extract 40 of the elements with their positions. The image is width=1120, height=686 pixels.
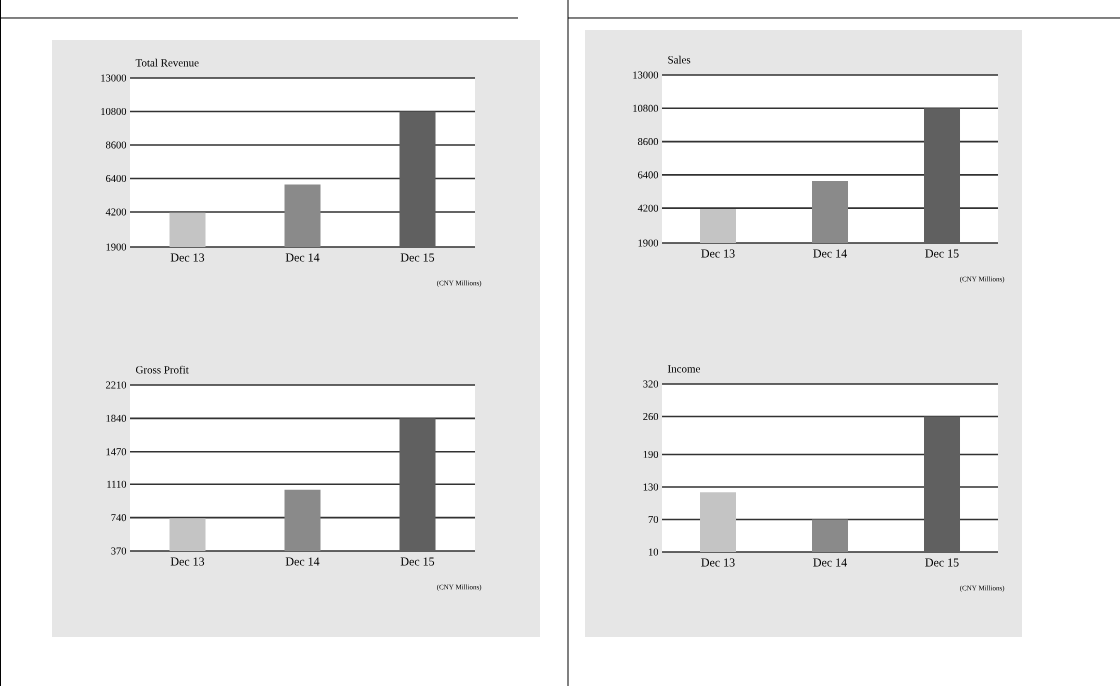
y-tick-label: 10800 bbox=[101, 107, 127, 116]
x-tick-label: Dec 13 bbox=[170, 557, 205, 566]
y-tick-label: 8600 bbox=[637, 138, 659, 146]
chart-title: Total Revenue bbox=[135, 58, 199, 67]
y-tick-label: 13000 bbox=[633, 71, 659, 79]
x-tick-label: Dec 14 bbox=[285, 253, 320, 262]
y-tick-label: 190 bbox=[643, 450, 659, 458]
y-tick-label: 6400 bbox=[106, 174, 127, 182]
x-tick-label: Dec 14 bbox=[813, 249, 847, 258]
x-tick-label: Dec 15 bbox=[925, 558, 959, 567]
x-tick-label: Dec 14 bbox=[813, 558, 847, 567]
y-tick-label: 1110 bbox=[107, 480, 127, 488]
y-tick-label: 370 bbox=[111, 547, 127, 555]
y-tick-label: 10800 bbox=[633, 104, 659, 112]
y-tick-label: 1470 bbox=[106, 448, 127, 456]
y-tick-label: 6400 bbox=[638, 171, 659, 179]
y-tick-label: 260 bbox=[643, 412, 659, 421]
x-tick-label: Dec 13 bbox=[701, 249, 735, 258]
y-tick-label: 2210 bbox=[106, 381, 127, 389]
y-tick-label: 8600 bbox=[105, 141, 127, 149]
y-tick-label: 1840 bbox=[106, 414, 127, 422]
y-tick-label: 740 bbox=[111, 514, 127, 522]
chart-title: Income bbox=[667, 365, 701, 373]
y-tick-label: 1900 bbox=[638, 239, 659, 247]
y-tick-label: 4200 bbox=[637, 204, 659, 212]
x-tick-label: Dec 13 bbox=[701, 558, 735, 567]
x-tick-label: Dec 13 bbox=[170, 253, 205, 262]
x-tick-label: Dec 14 bbox=[285, 557, 320, 566]
y-tick-label: 70 bbox=[648, 515, 659, 523]
y-tick-label: 4200 bbox=[105, 208, 127, 216]
x-tick-label: Dec 15 bbox=[925, 249, 959, 258]
y-tick-label: 130 bbox=[643, 483, 659, 491]
y-tick-label: 10 bbox=[648, 548, 659, 556]
y-tick-label: 1900 bbox=[106, 243, 127, 251]
chart-title: Sales bbox=[668, 55, 691, 64]
y-tick-label: 320 bbox=[643, 380, 659, 388]
x-tick-label: Dec 15 bbox=[400, 557, 435, 566]
y-tick-label: 13000 bbox=[101, 74, 127, 82]
x-tick-label: Dec 15 bbox=[400, 253, 435, 262]
chart-title: Gross Profit bbox=[135, 365, 189, 374]
